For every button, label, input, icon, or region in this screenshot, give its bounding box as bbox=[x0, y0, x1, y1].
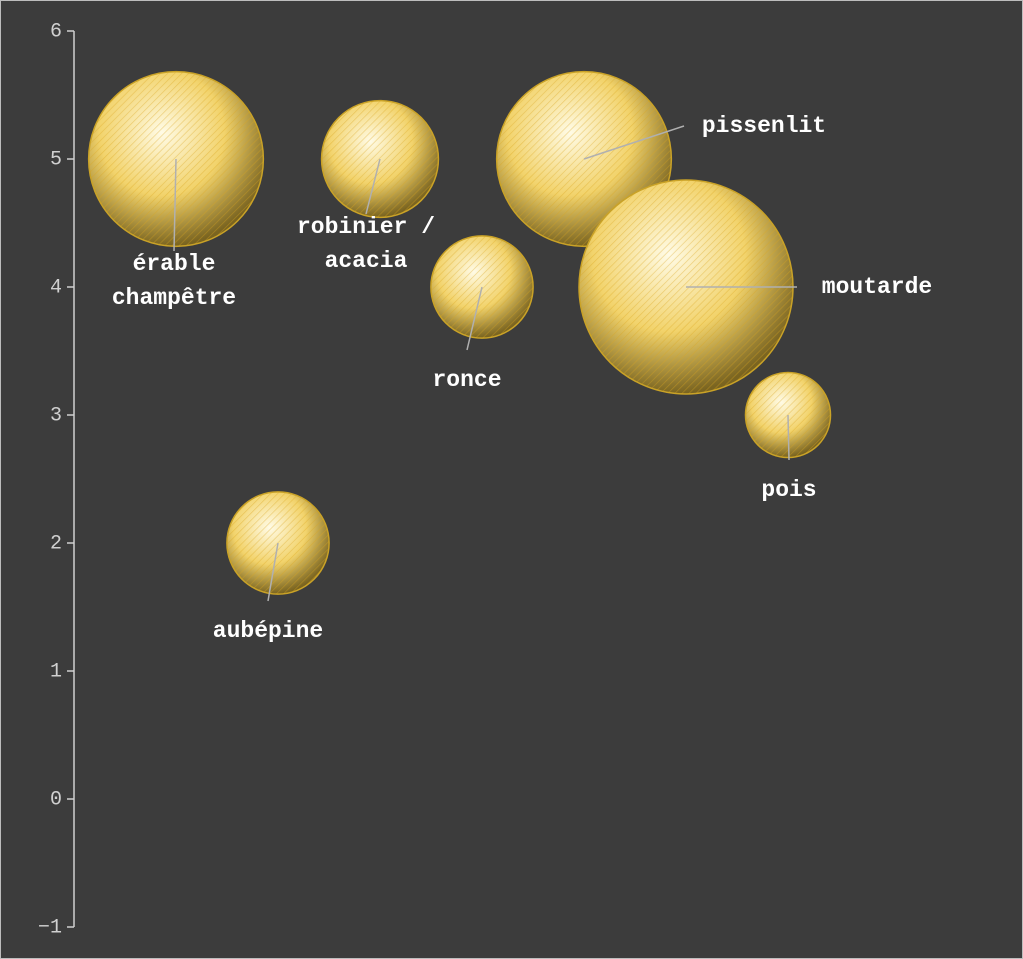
data-label: pissenlit bbox=[701, 113, 827, 139]
data-label: moutarde bbox=[821, 274, 933, 300]
y-tick-label: 0 bbox=[50, 788, 62, 811]
y-tick-label: 2 bbox=[50, 532, 62, 555]
data-label: ronce bbox=[432, 367, 502, 393]
data-label: robinier / acacia bbox=[296, 214, 436, 274]
data-label: pois bbox=[761, 477, 817, 503]
data-label: érable champêtre bbox=[111, 251, 237, 311]
leader-line bbox=[787, 414, 790, 461]
y-tick-label: 5 bbox=[50, 148, 62, 171]
y-tick-label: 6 bbox=[50, 20, 62, 43]
y-tick-label: 3 bbox=[50, 404, 62, 427]
y-tick-label: −1 bbox=[38, 916, 62, 939]
y-tick-label: 4 bbox=[50, 276, 62, 299]
data-label: aubépine bbox=[212, 618, 324, 644]
leader-line bbox=[466, 286, 483, 351]
leader-line bbox=[583, 125, 685, 160]
leader-line bbox=[365, 158, 381, 215]
leader-line bbox=[173, 158, 177, 252]
leader-line bbox=[267, 542, 279, 602]
y-tick-label: 1 bbox=[50, 660, 62, 683]
